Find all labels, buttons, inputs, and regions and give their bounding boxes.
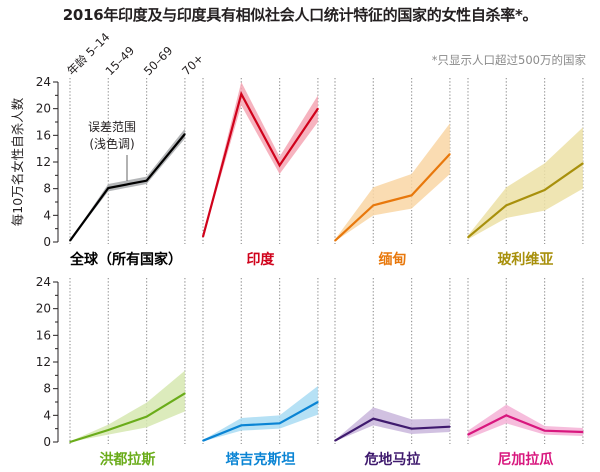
series-line-2	[334, 153, 451, 242]
data-point	[449, 425, 451, 428]
data-point	[240, 93, 243, 95]
footnote: *只显示人口超过500万的国家	[431, 53, 586, 67]
panel-label-0: 全球（所有国家）	[69, 251, 182, 268]
data-point	[505, 414, 508, 417]
data-point	[334, 439, 336, 442]
y-tick-label: 20	[36, 302, 51, 316]
error-band-2	[335, 123, 450, 242]
panel-label-3: 玻利维亚	[497, 251, 553, 268]
annotation-line-1: 误差范围	[88, 120, 136, 134]
age-category-label: 50–69	[141, 43, 176, 78]
panel-label-4: 洪都拉斯	[99, 451, 155, 468]
y-tick-label: 4	[43, 408, 51, 422]
y-tick-label: 16	[36, 128, 51, 142]
y-tick-label: 8	[43, 382, 51, 396]
data-point	[449, 153, 451, 155]
age-category-label: 70+	[179, 51, 206, 78]
data-point	[334, 239, 336, 242]
data-point	[372, 204, 375, 207]
series-line-4	[69, 392, 186, 444]
data-point	[410, 194, 413, 197]
data-point	[317, 401, 319, 403]
panel-label-6: 危地马拉	[363, 451, 420, 468]
y-tick-label: 8	[43, 182, 51, 196]
series-line-1	[201, 91, 319, 237]
data-point	[184, 392, 186, 395]
y-tick-label: 24	[36, 75, 51, 89]
annotation-line-2: (浅色调)	[89, 137, 134, 151]
data-point	[145, 179, 148, 182]
chart-title: 2016年印度及与印度具有相似社会人口统计特征的国家的女性自杀率*。	[62, 6, 538, 24]
data-point	[317, 107, 319, 110]
data-point	[278, 422, 281, 425]
data-point	[184, 133, 186, 135]
data-point	[69, 441, 71, 443]
series-line-7	[467, 414, 583, 436]
error-band-5	[203, 386, 318, 442]
data-point	[467, 433, 469, 436]
y-tick-label: 24	[36, 275, 51, 289]
data-point	[543, 189, 546, 191]
error-band-1	[203, 82, 318, 238]
y-tick-label: 20	[36, 102, 51, 116]
error-band-7	[468, 404, 583, 439]
data-point	[505, 204, 508, 207]
y-tick-label: 0	[43, 235, 51, 249]
data-point	[278, 164, 281, 167]
y-tick-label: 12	[36, 155, 51, 169]
panel-label-2: 缅甸	[378, 251, 406, 268]
data-point	[107, 429, 110, 431]
series-line-5	[202, 401, 319, 442]
data-point	[240, 424, 243, 427]
data-point	[202, 235, 204, 238]
data-point	[410, 427, 413, 430]
series-line-6	[334, 417, 450, 442]
data-point	[107, 187, 110, 189]
data-point	[582, 162, 584, 165]
age-category-label: 15–49	[103, 43, 138, 78]
series-line-3	[467, 162, 584, 239]
data-point	[69, 239, 71, 242]
data-point	[467, 236, 469, 239]
data-point	[372, 417, 375, 420]
error-band-3	[468, 127, 583, 240]
data-point	[202, 439, 204, 442]
panel-label-7: 尼加拉瓜	[497, 451, 553, 468]
panel-label-5: 塔吉克斯坦	[225, 451, 295, 468]
y-tick-label: 4	[43, 208, 51, 222]
data-point	[543, 429, 546, 432]
panel-label-1: 印度	[246, 251, 275, 268]
y-tick-label: 16	[36, 328, 51, 342]
series-line-0	[69, 133, 186, 242]
y-tick-label: 12	[36, 355, 51, 369]
data-point	[145, 415, 148, 418]
y-tick-label: 0	[43, 435, 51, 449]
data-point	[582, 431, 584, 433]
y-axis-label: 每10万名女性自杀人数	[10, 97, 25, 226]
error-band-4	[70, 370, 185, 442]
